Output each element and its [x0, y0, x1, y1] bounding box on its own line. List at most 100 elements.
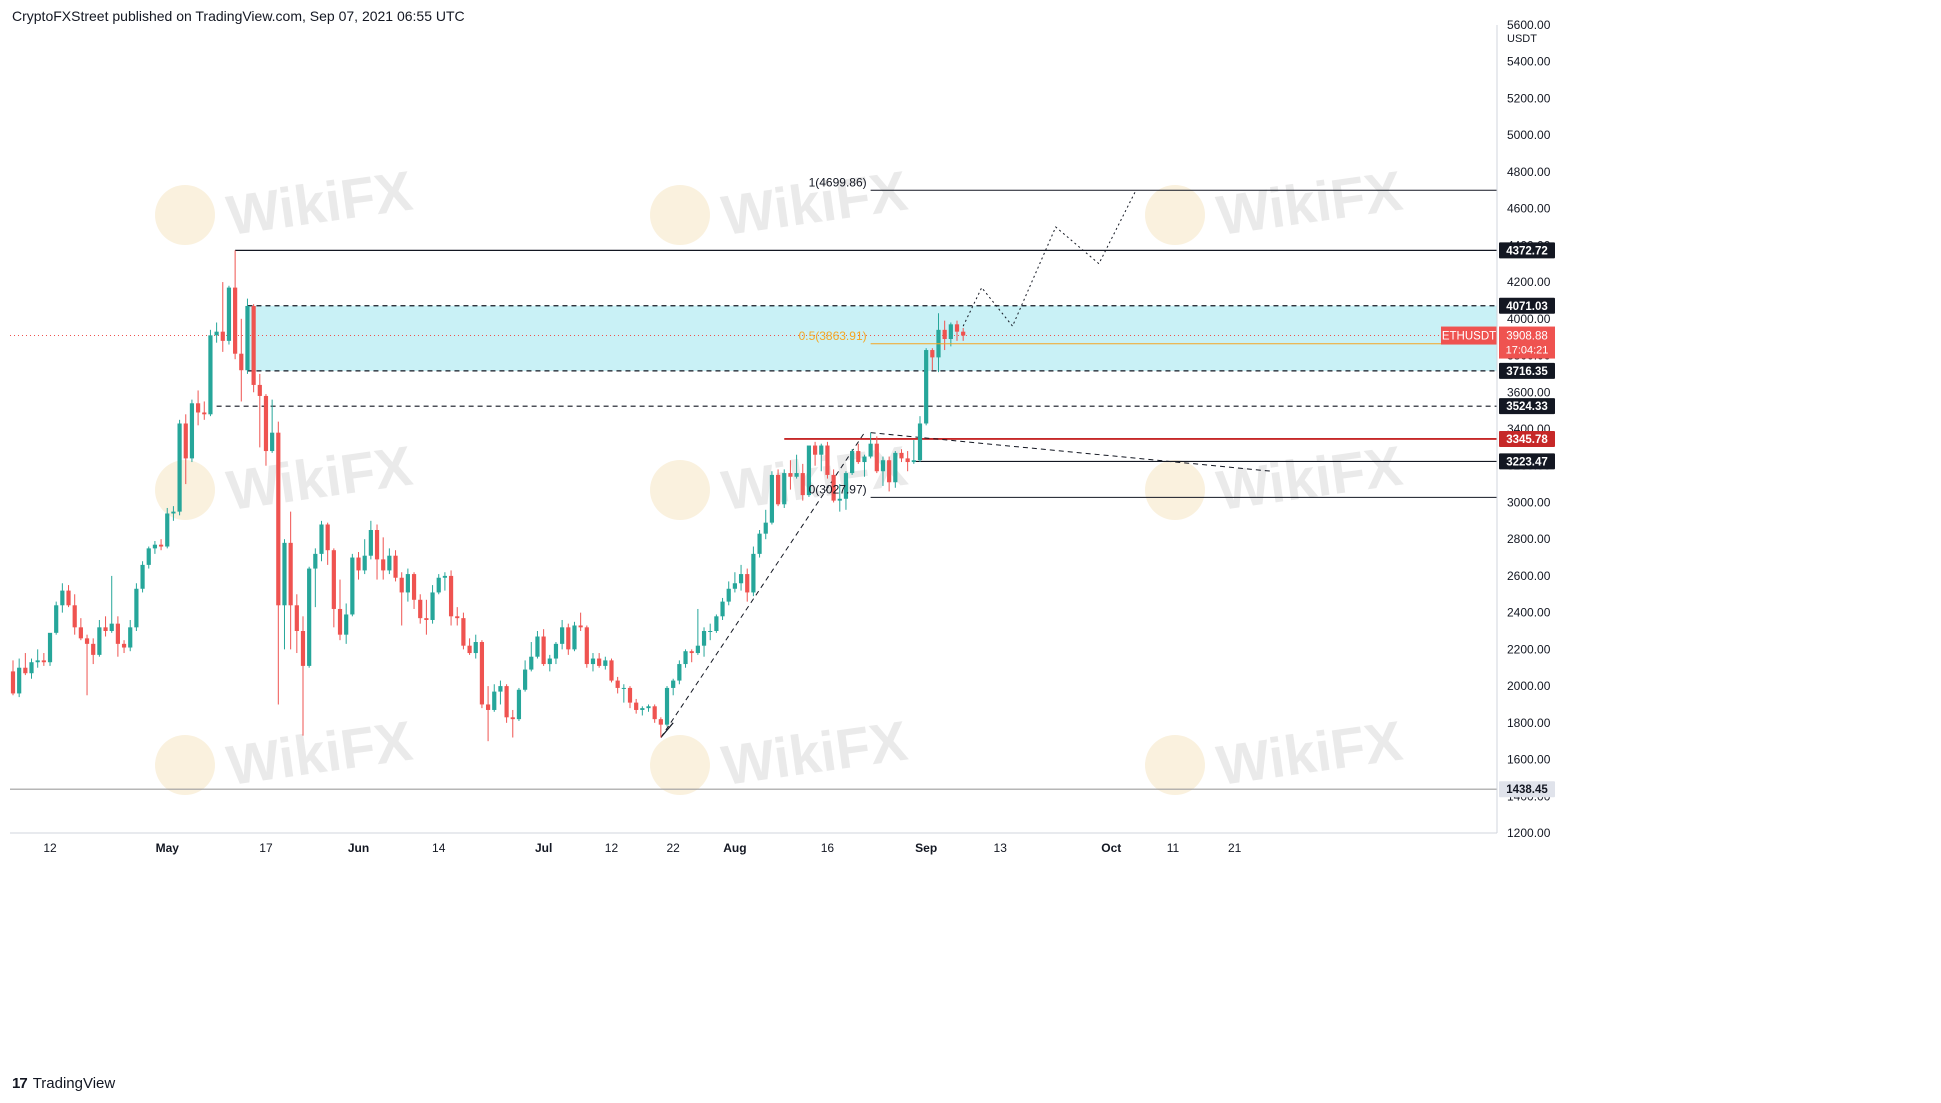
- price-label-bg: [1499, 297, 1555, 314]
- candle-body: [498, 686, 503, 692]
- candle-body: [603, 660, 608, 666]
- price-label-text: 1438.45: [1506, 784, 1548, 796]
- candle-body: [331, 550, 336, 609]
- candle-body: [887, 460, 892, 483]
- candle-body: [677, 664, 682, 681]
- x-tick-label: 11: [1167, 841, 1180, 855]
- x-tick-label: 12: [605, 841, 619, 855]
- candle-body: [597, 658, 602, 666]
- candle-body: [411, 574, 417, 600]
- x-tick-label: Sep: [915, 841, 937, 855]
- candle-body: [714, 616, 719, 631]
- candle-body: [270, 432, 275, 452]
- y-tick-label: 3000.00: [1507, 495, 1551, 509]
- candle-body: [140, 564, 145, 589]
- candle-body: [541, 636, 546, 665]
- candle-body: [66, 590, 71, 606]
- candle-body: [183, 423, 188, 459]
- symbol-tag-bg: [1441, 326, 1497, 345]
- candle-body: [165, 513, 170, 547]
- watermark-text: WikiFX: [223, 434, 416, 522]
- candle-body: [17, 667, 22, 694]
- candle-body: [10, 671, 16, 694]
- y-tick-label: 5000.00: [1507, 128, 1551, 142]
- candle-body: [664, 687, 670, 725]
- candle-body: [399, 577, 404, 593]
- fib-label: 1(4699.86): [809, 175, 867, 189]
- y-tick-label: 5200.00: [1507, 91, 1551, 105]
- last-price-bg: [1499, 326, 1555, 359]
- candle-body: [590, 658, 596, 665]
- trendlines: [660, 432, 1272, 738]
- candle-body: [196, 403, 201, 413]
- price-axis: 1200.001400.001600.001800.002000.002200.…: [1507, 18, 1551, 840]
- level-lines: [10, 249, 1497, 790]
- candle-body: [121, 643, 127, 648]
- candle-body: [726, 588, 731, 602]
- y-tick-label: 4600.00: [1507, 202, 1551, 216]
- candle-body: [171, 511, 176, 514]
- price-label-bg: [1499, 781, 1555, 798]
- candle-body: [880, 460, 886, 472]
- watermark-logo-icon: [155, 185, 215, 245]
- candle-body: [794, 473, 799, 477]
- candle-body: [640, 708, 645, 710]
- candle-body: [584, 627, 589, 665]
- candle-body: [356, 557, 361, 571]
- candle-body: [547, 658, 552, 665]
- candle-body: [109, 623, 114, 631]
- price-label-bg: [1499, 242, 1555, 259]
- watermark-logo-icon: [1145, 460, 1205, 520]
- candle-body: [473, 642, 478, 654]
- candle-body: [60, 590, 65, 606]
- candle-body: [738, 574, 744, 584]
- y-tick-label: 3600.00: [1507, 385, 1551, 399]
- candle-body: [418, 599, 423, 619]
- candle-body: [813, 445, 818, 455]
- candle-body: [294, 605, 299, 631]
- candle-body: [350, 557, 355, 615]
- candle-body: [572, 625, 577, 650]
- y-tick-label: 2000.00: [1507, 679, 1551, 693]
- candle-body: [54, 605, 59, 633]
- candle-body: [208, 335, 213, 415]
- y-tick-label: 4000.00: [1507, 312, 1551, 326]
- watermark-logo-icon: [650, 185, 710, 245]
- candle-body: [535, 636, 540, 657]
- candle-body: [850, 451, 855, 474]
- symbol-tag-text: ETHUSDT: [1442, 331, 1496, 343]
- candle-body: [455, 616, 460, 619]
- candle-body: [146, 548, 151, 565]
- candle-body: [763, 522, 768, 534]
- candle-body: [831, 474, 836, 501]
- candle-body: [689, 651, 694, 654]
- x-tick-label: 17: [259, 841, 273, 855]
- candle-body: [492, 691, 497, 710]
- watermark-text: WikiFX: [1213, 709, 1406, 797]
- price-label-bg: [1499, 453, 1555, 470]
- candle-body: [683, 651, 688, 665]
- countdown-text: 17:04:21: [1506, 345, 1549, 357]
- candle-body: [103, 627, 108, 631]
- candle-body: [769, 474, 775, 523]
- price-label-bg: [1499, 362, 1555, 379]
- candle-body: [529, 656, 534, 670]
- candle-body: [245, 305, 250, 371]
- candle-body: [837, 498, 842, 501]
- tradingview-brand[interactable]: TradingView: [32, 1075, 116, 1092]
- candle-body: [708, 631, 713, 632]
- y-unit-label: USDT: [1507, 33, 1537, 45]
- candlestick-chart[interactable]: WikiFX WikiFX WikiFX WikiFX WikiFX WikiFX Wiki…: [0, 0, 1941, 1065]
- candle-body: [387, 555, 392, 571]
- candle-body: [523, 669, 528, 690]
- candle-body: [288, 542, 293, 606]
- watermark-logo-icon: [1145, 185, 1205, 245]
- trendline: [660, 432, 865, 738]
- candle-body: [467, 645, 472, 654]
- candle-body: [393, 555, 398, 578]
- x-tick-label: 16: [821, 841, 835, 855]
- candle-body: [671, 680, 676, 688]
- x-tick-label: Jun: [348, 841, 369, 855]
- candle-body: [905, 458, 910, 463]
- price-label-text: 4071.03: [1506, 301, 1548, 313]
